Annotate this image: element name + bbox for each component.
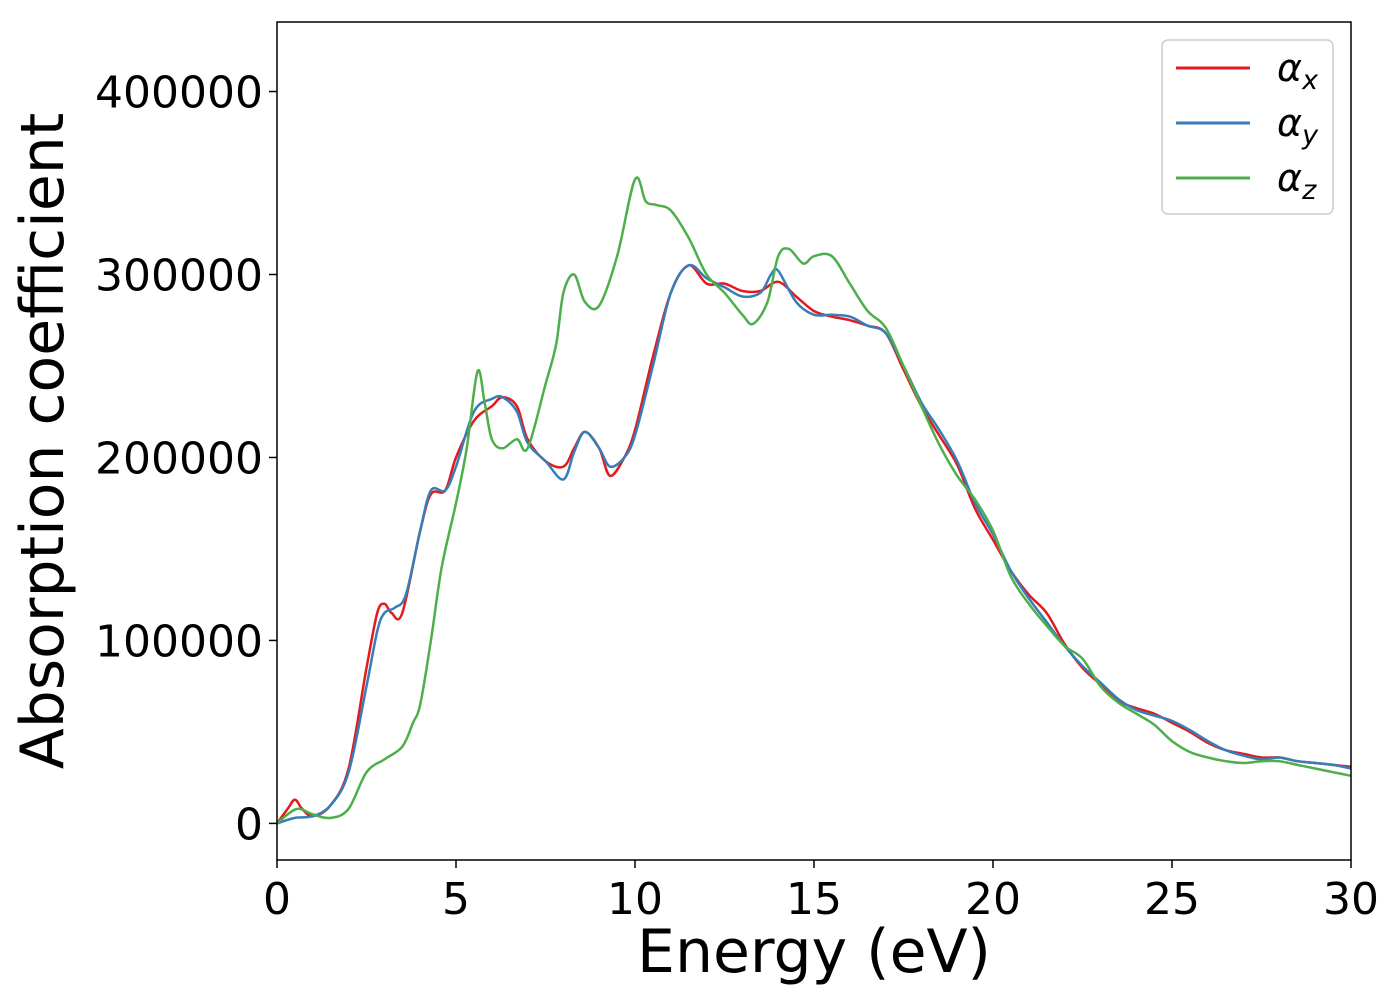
y-tick-label: 400000 <box>95 68 263 119</box>
x-tick-label: 10 <box>607 874 663 925</box>
x-tick-label: 30 <box>1323 874 1379 925</box>
y-tick-label: 200000 <box>95 433 263 484</box>
legend-label-alpha-x: αx <box>1277 46 1319 96</box>
legend-label-alpha-y: αy <box>1277 101 1319 151</box>
x-tick-label: 25 <box>1144 874 1200 925</box>
x-tick-label: 15 <box>786 874 842 925</box>
x-axis-ticks: 0 5 10 15 20 25 30 <box>263 860 1379 925</box>
x-tick-label: 20 <box>965 874 1021 925</box>
x-axis-label: Energy (eV) <box>637 917 991 987</box>
y-tick-label: 300000 <box>95 250 263 301</box>
y-tick-label: 100000 <box>95 616 263 667</box>
legend-label-alpha-z: αz <box>1277 156 1317 206</box>
x-tick-label: 0 <box>263 874 291 925</box>
y-tick-label: 0 <box>235 799 263 850</box>
series-lines <box>275 176 1352 825</box>
y-axis-label: Absorption coefficient <box>8 113 78 770</box>
series-line-alpha-y <box>276 263 1352 825</box>
legend-box <box>1161 39 1334 215</box>
y-axis-ticks: 0 100000 200000 300000 400000 <box>95 68 277 850</box>
series-line-alpha-z <box>276 176 1352 825</box>
series-line-alpha-x <box>275 264 1352 825</box>
x-tick-label: 5 <box>442 874 470 925</box>
